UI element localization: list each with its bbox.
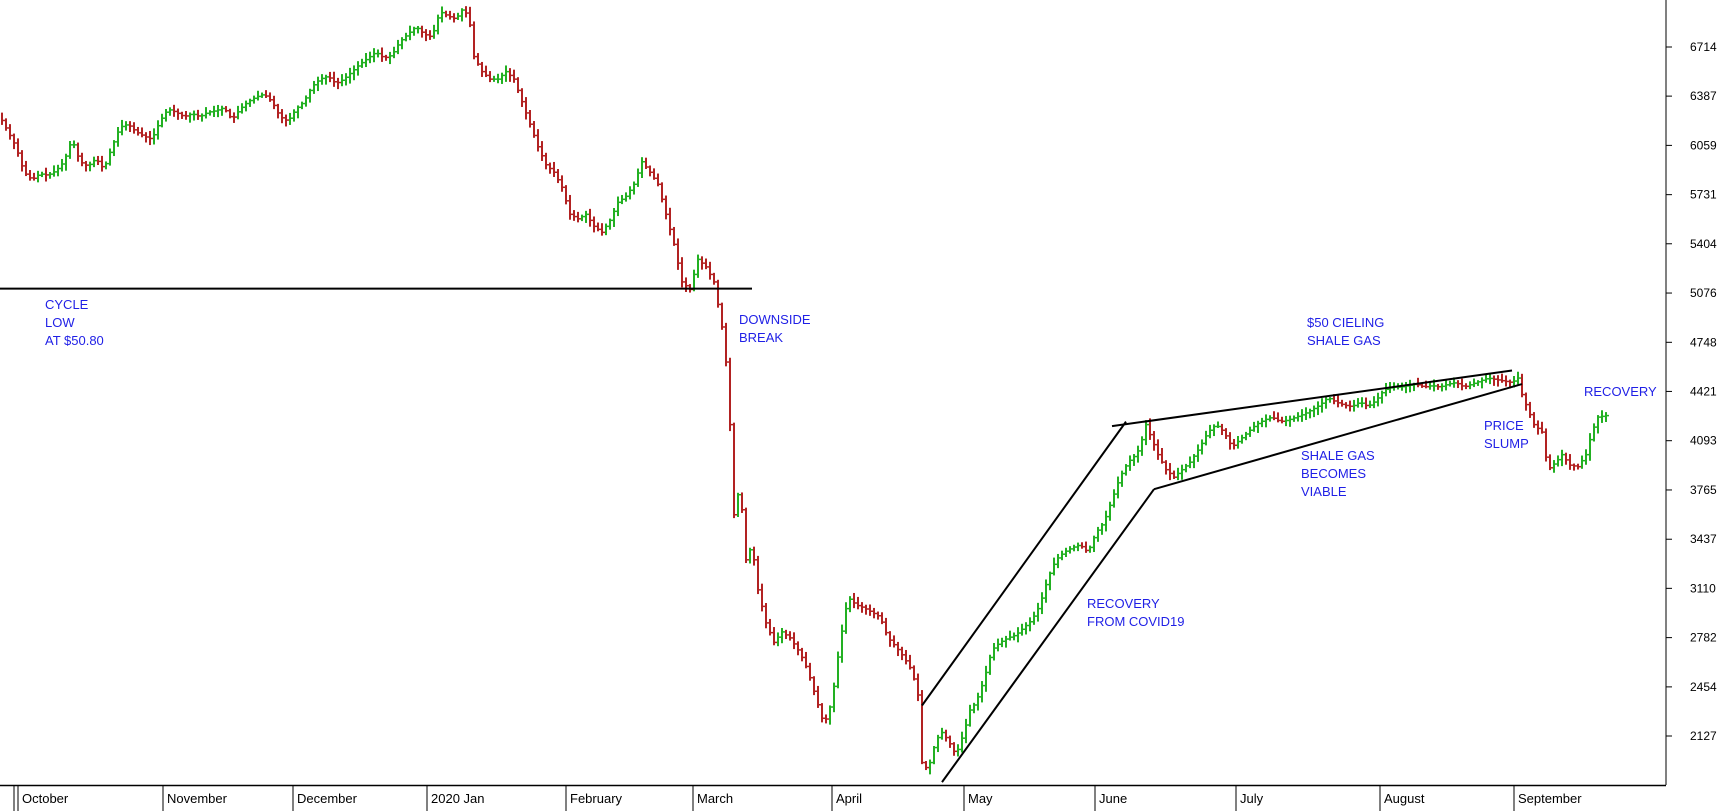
recovery-channel-upper — [921, 421, 1127, 707]
y-tick-label-0: 2127 — [1690, 729, 1717, 743]
x-axis: October November December 2020 Jan February M… — [13, 786, 1582, 811]
y-tick-label-4: 3437 — [1690, 532, 1717, 546]
y-tick-label-5: 3765 — [1690, 483, 1717, 497]
annotation-cycle-low-line-3: AT $50.80 — [45, 333, 104, 348]
x-tick-label-11: September — [1518, 791, 1582, 806]
annotation-ceiling-line-1: $50 CIELING — [1307, 315, 1384, 330]
annotation-recovery-covid-line-2: FROM COVID19 — [1087, 614, 1185, 629]
annotation-price-slump-line-2: SLUMP — [1484, 436, 1529, 451]
annotation-shale-viable-line-2: BECOMES — [1301, 466, 1366, 481]
y-tick-label-14: 6714 — [1690, 40, 1717, 54]
x-tick-label-3: 2020 Jan — [431, 791, 485, 806]
y-tick-label-2: 2782 — [1690, 631, 1717, 645]
x-tick-label-0: October — [22, 791, 69, 806]
y-tick-label-1: 2454 — [1690, 680, 1717, 694]
x-tick-label-4: February — [570, 791, 623, 806]
annotation-ceiling-line-2: SHALE GAS — [1307, 333, 1381, 348]
annotation-shale-viable-line-3: VIABLE — [1301, 484, 1347, 499]
y-tick-label-7: 4421 — [1690, 384, 1717, 398]
x-tick-label-5: March — [697, 791, 733, 806]
annotation-cycle-low-line-1: CYCLE — [45, 297, 89, 312]
y-axis: 2127 2454 2782 3110 3437 3765 4093 4421 4748 5076… — [1666, 40, 1717, 743]
ceiling-trendline-upper — [1111, 369, 1513, 428]
annotation-downside-break-line-1: DOWNSIDE — [739, 312, 811, 327]
y-tick-label-10: 5404 — [1690, 237, 1717, 251]
annotations: CYCLE LOW AT $50.80 DOWNSIDE BREAK $50 C… — [45, 297, 1657, 629]
x-tick-label-10: August — [1384, 791, 1425, 806]
y-tick-label-11: 5731 — [1690, 188, 1717, 202]
y-tick-label-8: 4748 — [1690, 335, 1717, 349]
trendlines — [0, 287, 1523, 783]
annotation-recovery-right: RECOVERY — [1584, 384, 1657, 399]
y-tick-label-12: 6059 — [1690, 138, 1717, 152]
y-tick-label-13: 6387 — [1690, 89, 1717, 103]
recovery-channel-lower — [941, 488, 1155, 783]
price-bars — [1, 6, 1609, 775]
y-tick-label-9: 5076 — [1690, 286, 1717, 300]
x-tick-label-1: November — [167, 791, 228, 806]
y-tick-label-6: 4093 — [1690, 434, 1717, 448]
annotation-shale-viable-line-1: SHALE GAS — [1301, 448, 1375, 463]
x-tick-label-8: June — [1099, 791, 1127, 806]
annotation-downside-break-line-2: BREAK — [739, 330, 783, 345]
x-tick-label-2: December — [297, 791, 358, 806]
annotation-cycle-low-line-2: LOW — [45, 315, 75, 330]
x-tick-label-9: July — [1240, 791, 1264, 806]
x-tick-label-7: May — [968, 791, 993, 806]
annotation-recovery-covid-line-1: RECOVERY — [1087, 596, 1160, 611]
annotation-price-slump-line-1: PRICE — [1484, 418, 1524, 433]
wedge-trendline-lower — [1153, 383, 1523, 491]
x-tick-label-6: April — [836, 791, 862, 806]
y-tick-label-3: 3110 — [1690, 581, 1716, 595]
